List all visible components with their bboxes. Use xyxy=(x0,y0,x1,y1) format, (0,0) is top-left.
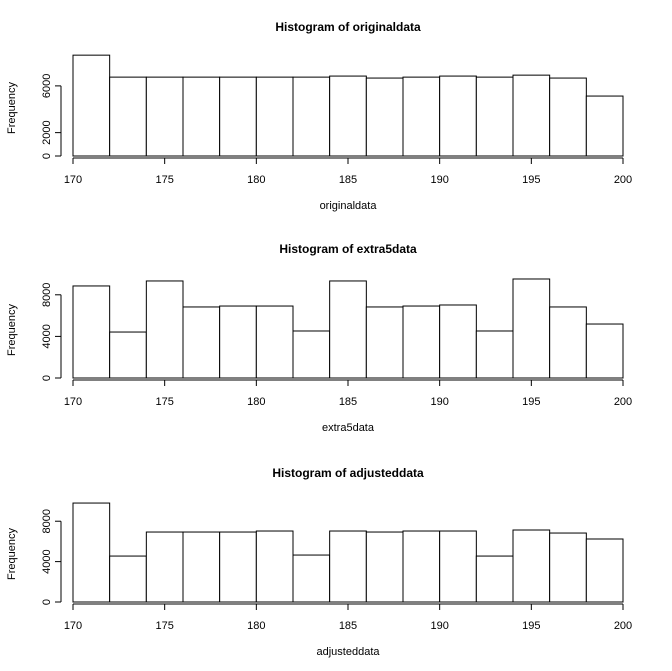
bar xyxy=(255,305,294,379)
x-axis-label: originaldata xyxy=(320,200,378,212)
bar xyxy=(219,531,257,603)
bar xyxy=(365,77,404,157)
bar xyxy=(182,531,221,603)
x-tick-label: 175 xyxy=(155,620,173,632)
x-tick-label: 185 xyxy=(339,620,357,632)
y-tick-label: 8000 xyxy=(41,283,53,307)
x-tick-label: 195 xyxy=(522,620,540,632)
bar xyxy=(145,280,184,379)
y-tick-label: 0 xyxy=(41,153,53,159)
x-tick-label: 170 xyxy=(64,174,82,186)
chart-title: Histogram of originaldata xyxy=(275,20,421,34)
bar xyxy=(219,76,257,157)
bar xyxy=(329,280,367,379)
x-tick-label: 180 xyxy=(247,396,265,408)
bar xyxy=(402,76,441,157)
bar xyxy=(109,555,147,603)
y-axis-label: Frequency xyxy=(6,528,18,580)
bar xyxy=(365,306,404,379)
y-tick-label: 8000 xyxy=(41,509,53,533)
bar xyxy=(585,95,624,157)
bar xyxy=(549,532,587,603)
y-tick-label: 2000 xyxy=(41,120,53,144)
bar xyxy=(439,75,477,157)
x-tick-label: 195 xyxy=(522,174,540,186)
bar xyxy=(585,538,624,603)
y-tick-label: 4000 xyxy=(41,324,53,348)
x-tick-label: 170 xyxy=(64,396,82,408)
bar xyxy=(145,76,184,157)
bar xyxy=(145,531,184,603)
chart-title: Histogram of adjusteddata xyxy=(272,466,424,480)
x-tick-label: 175 xyxy=(155,174,173,186)
x-tick-label: 175 xyxy=(155,396,173,408)
y-tick-label: 0 xyxy=(41,375,53,381)
bar xyxy=(255,530,294,603)
bar xyxy=(329,530,367,603)
x-axis-label: extra5data xyxy=(322,422,375,434)
x-tick-label: 190 xyxy=(430,174,448,186)
bar xyxy=(329,75,367,157)
y-tick-label: 6000 xyxy=(41,74,53,98)
bar xyxy=(475,330,514,379)
bar xyxy=(439,530,477,603)
chart-title: Histogram of extra5data xyxy=(279,242,417,256)
x-tick-label: 195 xyxy=(522,396,540,408)
bar xyxy=(219,305,257,379)
bar xyxy=(512,278,551,379)
bar xyxy=(255,76,294,157)
bar xyxy=(292,554,331,603)
x-tick-label: 190 xyxy=(430,620,448,632)
bar xyxy=(72,502,111,603)
bar xyxy=(72,285,111,379)
x-tick-label: 185 xyxy=(339,174,357,186)
bar xyxy=(109,331,147,379)
bar xyxy=(182,76,221,157)
bar xyxy=(549,77,587,157)
x-tick-label: 180 xyxy=(247,620,265,632)
bar xyxy=(365,531,404,603)
x-tick-label: 200 xyxy=(614,174,632,186)
bar xyxy=(512,74,551,157)
x-tick-label: 185 xyxy=(339,396,357,408)
x-tick-label: 190 xyxy=(430,396,448,408)
bar xyxy=(512,529,551,603)
x-axis-label: adjusteddata xyxy=(317,646,381,658)
bar xyxy=(292,76,331,157)
bar xyxy=(585,323,624,379)
y-axis-label: Frequency xyxy=(6,82,18,134)
bar xyxy=(109,76,147,157)
x-tick-label: 200 xyxy=(614,396,632,408)
bar xyxy=(182,306,221,379)
x-tick-label: 170 xyxy=(64,620,82,632)
y-axis-label: Frequency xyxy=(6,304,18,356)
bar xyxy=(475,555,514,603)
bar xyxy=(292,330,331,379)
bar xyxy=(439,304,477,379)
bar xyxy=(72,54,111,157)
bar xyxy=(549,306,587,379)
y-tick-label: 0 xyxy=(41,599,53,605)
bar xyxy=(402,305,441,379)
bar xyxy=(402,530,441,603)
bar xyxy=(475,76,514,157)
x-tick-label: 180 xyxy=(247,174,265,186)
x-tick-label: 200 xyxy=(614,620,632,632)
y-tick-label: 4000 xyxy=(41,549,53,573)
